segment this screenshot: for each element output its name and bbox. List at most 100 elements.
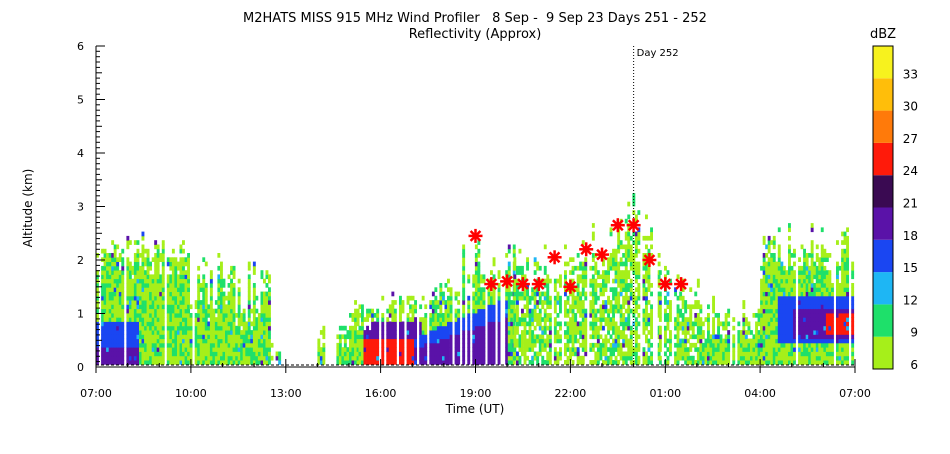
reflectivity-cell (474, 261, 478, 267)
reflectivity-cell (810, 317, 814, 322)
reflectivity-cell (159, 325, 163, 331)
reflectivity-cell (820, 283, 824, 288)
reflectivity-cell (559, 325, 562, 331)
reflectivity-cell (368, 313, 372, 318)
reflectivity-cell (815, 360, 819, 365)
reflectivity-cell (607, 347, 610, 352)
reflectivity-cell (434, 338, 438, 344)
reflectivity-cell (612, 342, 615, 348)
reflectivity-cell (187, 257, 190, 262)
reflectivity-cell (566, 334, 570, 340)
reflectivity-cell (388, 360, 392, 365)
reflectivity-cell (212, 334, 216, 340)
reflectivity-cell (622, 253, 626, 258)
reflectivity-cell (609, 360, 613, 365)
reflectivity-cell (825, 278, 829, 284)
reflectivity-cell (187, 291, 190, 297)
reflectivity-cell (179, 325, 183, 331)
reflectivity-cell (252, 291, 256, 297)
reflectivity-cell (139, 291, 142, 297)
reflectivity-cell (368, 338, 372, 344)
reflectivity-cell (154, 261, 158, 267)
reflectivity-cell (136, 265, 140, 271)
reflectivity-cell (724, 313, 728, 318)
reflectivity-cell (116, 261, 120, 267)
reflectivity-cell (245, 360, 249, 365)
reflectivity-cell (604, 351, 608, 357)
reflectivity-cell (571, 270, 575, 275)
reflectivity-cell (151, 342, 155, 348)
reflectivity-cell (556, 360, 560, 365)
reflectivity-cell (838, 347, 842, 352)
reflectivity-cell (454, 338, 458, 344)
reflectivity-cell (477, 270, 481, 275)
reflectivity-cell (559, 321, 562, 327)
reflectivity-cell (647, 278, 651, 284)
reflectivity-cell (810, 270, 814, 275)
reflectivity-cell (442, 338, 445, 344)
reflectivity-cell (841, 342, 844, 348)
reflectivity-cell (805, 274, 809, 280)
reflectivity-cell (126, 342, 130, 348)
reflectivity-cell (624, 261, 628, 267)
reflectivity-cell (841, 291, 844, 297)
reflectivity-cell (699, 304, 703, 310)
reflectivity-cell (184, 278, 188, 284)
reflectivity-cell (629, 308, 633, 314)
reflectivity-cell (607, 330, 610, 335)
reflectivity-cell (805, 283, 809, 288)
reflectivity-cell (513, 287, 517, 292)
reflectivity-cell (765, 342, 769, 348)
reflectivity-cell (818, 261, 822, 267)
reflectivity-cell (841, 334, 844, 340)
reflectivity-cell (765, 278, 769, 284)
reflectivity-cell (526, 287, 529, 292)
reflectivity-cell (507, 342, 511, 348)
reflectivity-cell (411, 295, 415, 301)
x-tick-label: 16:00 (365, 387, 397, 400)
reflectivity-cell (574, 304, 578, 310)
reflectivity-cell (518, 317, 522, 322)
reflectivity-cell (106, 291, 109, 297)
reflectivity-cell (785, 295, 789, 301)
reflectivity-cell (225, 334, 228, 340)
reflectivity-cell (179, 274, 183, 280)
reflectivity-cell (214, 347, 218, 352)
reflectivity-cell (634, 338, 638, 344)
reflectivity-cell (627, 313, 631, 318)
reflectivity-cell (399, 360, 402, 365)
reflectivity-cell (419, 351, 423, 357)
reflectivity-cell (209, 330, 213, 335)
reflectivity-cell (118, 338, 122, 344)
reflectivity-cell (111, 300, 115, 305)
reflectivity-cell (571, 308, 575, 314)
reflectivity-cell (772, 270, 776, 275)
reflectivity-cell (139, 313, 142, 318)
reflectivity-cell (574, 351, 578, 357)
reflectivity-cell (548, 334, 552, 340)
reflectivity-cell (268, 321, 271, 327)
reflectivity-cell (760, 355, 763, 361)
reflectivity-cell (207, 313, 211, 318)
reflectivity-cell (815, 244, 819, 250)
reflectivity-cell (235, 342, 239, 348)
reflectivity-cell (820, 308, 824, 314)
reflectivity-cell (707, 338, 710, 344)
reflectivity-cell (790, 334, 794, 340)
reflectivity-cell (159, 313, 163, 318)
reflectivity-cell (556, 334, 560, 340)
reflectivity-cell (757, 360, 761, 365)
reflectivity-cell (609, 308, 613, 314)
reflectivity-cell (737, 330, 741, 335)
reflectivity-cell (765, 360, 769, 365)
reflectivity-cell (614, 334, 618, 340)
reflectivity-cell (507, 287, 511, 292)
reflectivity-cell (732, 317, 736, 322)
reflectivity-cell (571, 347, 575, 352)
reflectivity-cell (851, 338, 855, 344)
reflectivity-cell (546, 338, 550, 344)
reflectivity-cell (617, 304, 621, 310)
reflectivity-cell (373, 330, 377, 335)
reflectivity-cell (230, 351, 233, 357)
reflectivity-cell (602, 257, 605, 262)
